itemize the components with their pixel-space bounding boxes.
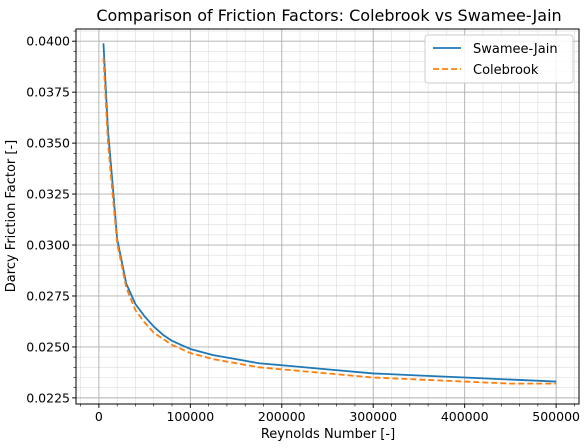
series-line-colebrook — [102, 57, 557, 385]
y-tick-label: 0.0325 — [26, 187, 70, 202]
series-layer — [102, 43, 557, 385]
minor-grid — [76, 29, 579, 404]
plot-frame — [75, 28, 580, 405]
y-tick-label: 0.0350 — [26, 136, 70, 151]
y-tick-label: 0.0225 — [26, 390, 70, 405]
y-tick-label: 0.0300 — [26, 238, 70, 253]
x-axis-label: Reynolds Number [-] — [261, 427, 395, 442]
legend-label-swamee-jain: Swamee-Jain — [473, 42, 558, 57]
x-tick-label: 0 — [95, 409, 103, 424]
legend-box — [424, 34, 574, 84]
x-axis-ticks: 0 100000 200000 300000 400000 500000 — [80, 404, 580, 424]
y-tick-label: 0.0250 — [26, 339, 70, 354]
y-axis-ticks: 0.0225 0.0250 0.0275 0.0300 0.0325 0.0350 0.03… — [26, 30, 76, 405]
y-tick-label: 0.0400 — [26, 34, 70, 49]
y-tick-label: 0.0275 — [26, 288, 70, 303]
x-tick-label: 500000 — [532, 409, 580, 424]
series-line-swamee-jain — [102, 43, 557, 383]
y-tick-label: 0.0375 — [26, 85, 70, 100]
x-tick-label: 300000 — [349, 409, 397, 424]
x-tick-label: 200000 — [258, 409, 306, 424]
legend-label-colebrook: Colebrook — [473, 63, 539, 78]
major-grid — [76, 29, 579, 404]
x-tick-label: 100000 — [166, 409, 214, 424]
chart-title: Comparison of Friction Factors: Colebroo… — [96, 6, 561, 25]
x-tick-label: 400000 — [441, 409, 489, 424]
y-axis-label: Darcy Friction Factor [-] — [4, 140, 19, 292]
legend: Swamee-Jain Colebrook — [424, 34, 574, 84]
